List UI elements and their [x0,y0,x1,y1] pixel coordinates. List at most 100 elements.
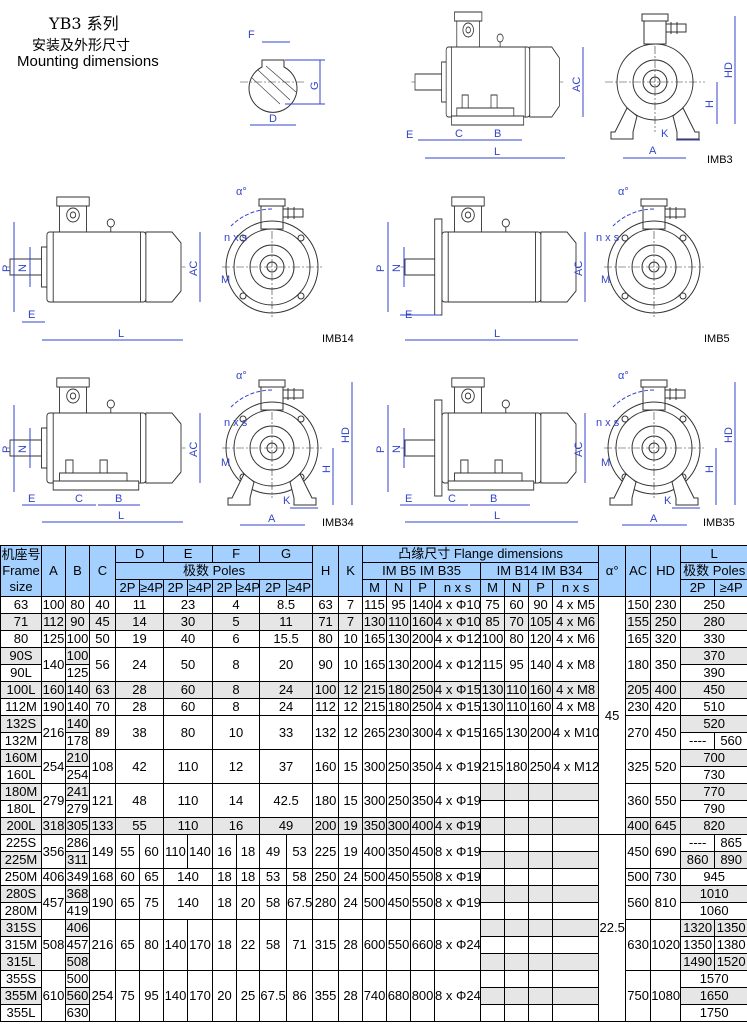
cell-D-4p: 95 [138,970,165,1022]
cell-K: 7 [338,596,364,614]
cell-b5-nxs: 4 x Φ12 [434,630,482,648]
dim-label-L: L [118,510,124,522]
cell-G-2p: 49 [259,834,288,869]
cell-L: 510 [680,698,747,716]
header-poles: 极数 Poles [114,562,314,580]
dim-label-L: L [494,146,500,158]
cell-H: 63 [312,596,340,614]
cell-B: 279 [65,800,90,818]
cell-C: 133 [89,817,116,835]
cell-b14-M: 75 [480,596,506,614]
cell-b14-M-empty [480,817,506,835]
cell-b14-nxs-empty [552,936,600,954]
cell-b14-nxs-empty [552,987,600,1005]
dim-label-P: P [1,446,13,453]
cell-b14-P-empty [528,902,554,920]
cell-frame-size: 315S [0,919,42,937]
cell-G: 8.5 [259,596,314,614]
dim-label-K: K [283,495,291,507]
cell-frame-size: 315M [0,936,42,954]
cell-K: 15 [338,783,364,818]
cell-b14-P-empty [528,834,554,852]
cell-G-4p: 53 [286,834,314,869]
cell-b14-N-empty [504,817,530,835]
cell-K: 12 [338,681,364,699]
cell-L-4p: 1520 [714,953,747,971]
dim-label-N: N [391,264,403,272]
dim-label-HD: HD [723,62,735,78]
cell-HD: 250 [650,613,682,631]
imb34-end-view [221,379,323,506]
cell-A: 160 [41,681,66,699]
cell-E: 110 [163,783,214,818]
cell-C: 216 [89,919,116,971]
cell-H: 112 [312,698,340,716]
header-D: D [114,545,165,563]
cell-frame-size: 355L [0,1004,42,1022]
cell-AC: 155 [625,613,652,631]
cell-b14-N-empty [504,936,530,954]
dim-label-F: F [248,29,255,41]
cell-G: 15.5 [259,630,314,648]
cell-b14-M-empty [480,868,506,886]
cell-b14-P-empty [528,936,554,954]
cell-F-2p: 20 [212,970,238,1022]
cell-L: 1010 [680,885,747,903]
cell-b14-nxs-empty [552,1004,600,1022]
cell-b14-nxs-empty [552,817,600,835]
cell-b14-nxs-empty [552,953,600,971]
cell-b5-N: 250 [386,749,412,784]
cell-b5-nxs: 4 x Φ19 [434,817,482,835]
cell-b14-M-empty [480,783,506,801]
cell-b5-M: 215 [362,698,388,716]
cell-H: 160 [312,749,340,784]
cell-b14-P: 160 [528,681,554,699]
cell-B: 630 [65,1004,90,1022]
cell-b14-P: 120 [528,630,554,648]
cell-E-2p: 140 [163,970,189,1022]
cell-b5-nxs: 4 x Φ15 [434,715,482,750]
cell-b14-M: 85 [480,613,506,631]
header-E: E [163,545,214,563]
cell-b5-M: 300 [362,749,388,784]
cell-B: 140 [65,681,90,699]
cell-B: 349 [65,868,90,886]
cell-AC: 500 [625,868,652,886]
cell-frame-size: 132M [0,732,42,750]
dim-label-K: K [664,495,672,507]
cell-b14-M: 165 [480,715,506,750]
cell-frame-size: 71 [0,613,42,631]
dim-label-AC: AC [571,77,583,92]
cell-L-2p: 1490 [680,953,716,971]
cell-frame-size: 180M [0,783,42,801]
cell-alpha: 22.5 [598,834,627,1022]
cell-D-4p: 75 [138,885,165,920]
cell-b5-nxs: 8 x Φ24 [434,919,482,971]
cell-H: 180 [312,783,340,818]
cell-A: 125 [41,630,66,648]
dim-label-nxs: n x s [224,232,248,244]
cell-frame-size: 315L [0,953,42,971]
table-row: 225S 356 286 149 55 60 110 140 16 18 49 53 225 19 400 3… [0,834,747,1022]
cell-D: 28 [114,681,165,699]
dim-label-alpha: α° [618,370,629,382]
cell-frame-size: 132S [0,715,42,733]
cell-b14-M: 130 [480,698,506,716]
cell-L: 945 [680,868,747,886]
cell-frame-size: 355S [0,970,42,988]
cell-AC: 360 [625,783,652,818]
cell-HD: 230 [650,596,682,614]
imb35-end-dimensions: α° n x s M HD H K A IMB35 [596,370,736,529]
cell-H: 90 [312,647,340,682]
dim-label-A: A [268,513,276,525]
dim-label-nxs: n x s [596,417,620,429]
cell-F-4p: 18 [236,868,261,886]
cell-C: 56 [89,647,116,682]
cell-D: 19 [114,630,165,648]
cell-b14-P-empty [528,868,554,886]
cell-HD: 1020 [650,919,682,971]
dim-label-E: E [405,493,412,505]
dim-label-P: P [375,265,387,272]
cell-C: 70 [89,698,116,716]
header-frame-size: 机座号 Frame size [0,545,42,597]
